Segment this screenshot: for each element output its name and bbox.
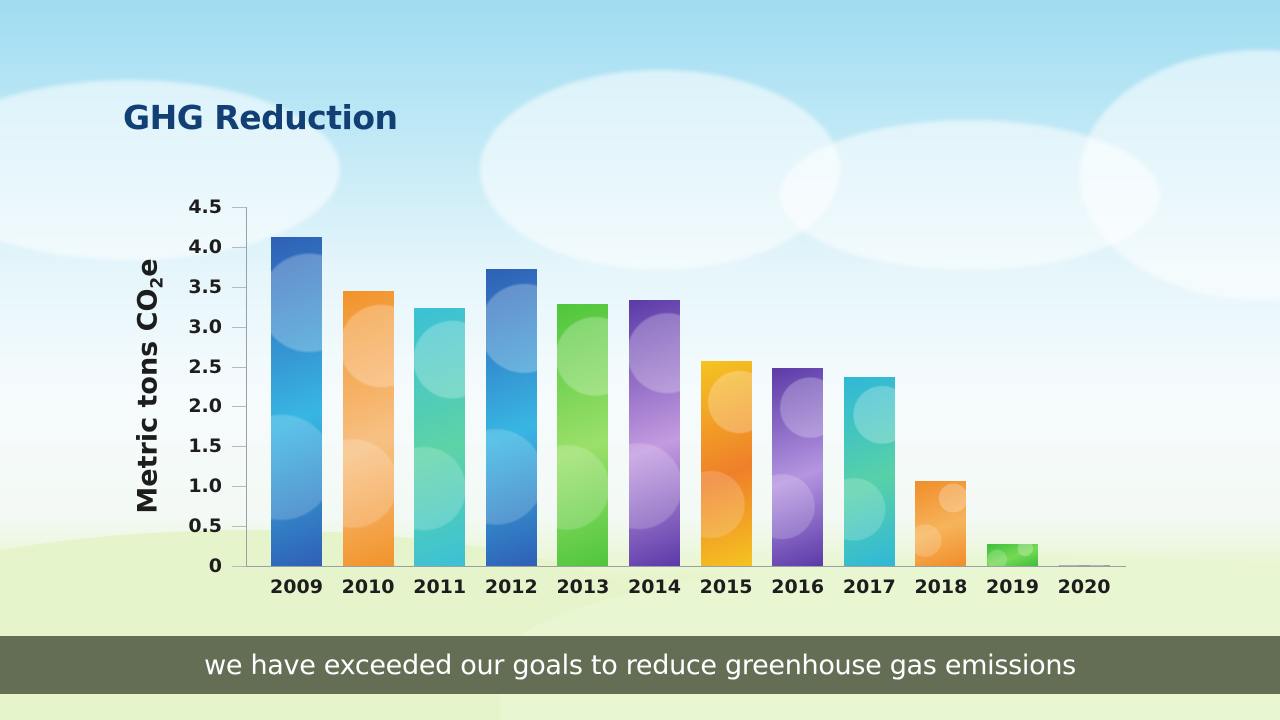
- y-tick: [232, 446, 246, 448]
- bar-2019: [987, 544, 1038, 566]
- x-tick-label: 2018: [914, 576, 968, 598]
- y-tick-label: 2.5: [188, 355, 222, 378]
- bar-2017: [843, 376, 895, 566]
- y-tick: [232, 526, 246, 528]
- caption-bar: we have exceeded our goals to reduce gre…: [0, 636, 1280, 694]
- y-tick-label: 1.5: [188, 435, 222, 458]
- bar-2018: [915, 480, 967, 566]
- y-tick-label: 1.0: [188, 475, 222, 498]
- caption-text: we have exceeded our goals to reduce gre…: [204, 649, 1076, 681]
- y-tick: [232, 207, 246, 208]
- x-tick-label: 2012: [484, 576, 538, 598]
- y-tick: [232, 566, 246, 567]
- x-tick-label: 2015: [699, 576, 753, 598]
- bar-2020: [1058, 565, 1110, 566]
- x-tick-label: 2009: [270, 576, 323, 598]
- y-tick: [232, 366, 246, 368]
- cloud-decoration: [780, 120, 1160, 270]
- bar-2013: [557, 304, 609, 566]
- bar-2016: [772, 368, 824, 566]
- x-tick-label: 2017: [842, 576, 896, 598]
- y-axis-label: Metric tons CO2e: [132, 258, 168, 514]
- y-tick-label: 3.5: [188, 275, 222, 298]
- y-tick-label: 3.0: [188, 315, 222, 338]
- y-tick: [232, 326, 246, 328]
- x-tick-label: 2010: [341, 576, 395, 598]
- y-tick: [232, 406, 246, 408]
- bar-2012: [485, 269, 537, 566]
- x-tick-label: 2013: [556, 576, 610, 598]
- cloud-decoration: [480, 70, 840, 270]
- y-tick: [232, 286, 246, 288]
- cloud-decoration: [0, 80, 340, 260]
- bar-2011: [414, 308, 466, 566]
- y-tick: [232, 486, 246, 488]
- y-tick-label: 2.0: [188, 395, 222, 418]
- x-tick-label: 2016: [771, 576, 825, 598]
- y-tick: [232, 246, 246, 248]
- y-axis-line: [246, 207, 247, 567]
- y-tick-label: 4.0: [188, 235, 222, 258]
- x-tick-label: 2020: [1057, 576, 1111, 598]
- bar-2014: [629, 300, 680, 566]
- y-tick-label: 4.5: [188, 196, 222, 218]
- x-tick-label: 2014: [628, 576, 681, 598]
- x-tick-label: 2019: [986, 576, 1039, 598]
- x-axis-line: [246, 566, 1126, 567]
- y-tick-label: 0: [208, 555, 222, 577]
- bar-2009: [271, 237, 322, 566]
- y-tick-label: 0.5: [188, 515, 222, 538]
- x-tick-label: 2011: [413, 576, 467, 598]
- bar-2010: [342, 290, 394, 566]
- bar-2015: [700, 360, 752, 566]
- slide-title: GHG Reduction: [123, 98, 398, 137]
